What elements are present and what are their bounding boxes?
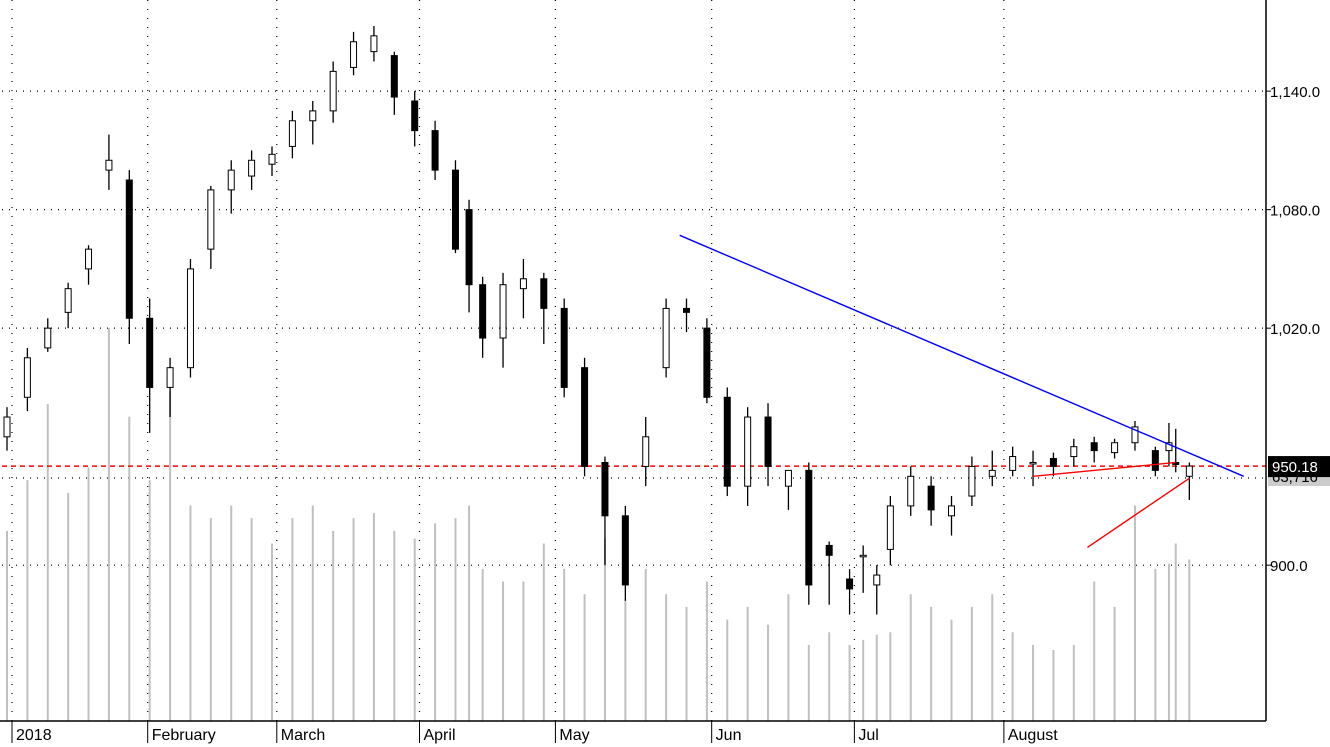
trendline [679,234,1244,477]
candle-down [540,278,548,309]
candle-down [431,130,439,171]
x-tick-label: 2018 [16,727,52,744]
volume-bars [6,328,1191,721]
candle-down [764,416,772,467]
candle-down [411,100,419,132]
last-price-label: 950.18 [1272,459,1318,476]
candlesticks [3,25,1193,615]
candle-up [309,110,317,122]
candle-up [988,469,996,477]
candle-up [288,120,296,147]
candle-down [703,327,711,398]
x-tick-label: March [281,727,325,744]
candle-up [859,554,867,558]
candle-up [642,436,650,467]
candle-up [186,268,194,369]
candle-down [560,307,568,388]
candle-up [1029,461,1037,465]
trendline [1032,461,1176,478]
x-tick-label: April [423,727,455,744]
y-tick-label: 1,020.0 [1270,321,1320,338]
x-axis-ticks: 2018 February March April May Jun Jul August [11,721,1058,744]
candle-up [85,248,93,270]
candle-up [1185,465,1193,477]
candle-up [1111,442,1119,454]
candle-up [268,153,276,165]
candle-down [125,179,133,319]
candle-down [805,469,813,586]
candle-down [1090,442,1098,452]
candle-up [1165,442,1173,452]
candle-down [601,461,609,517]
candle-up [166,367,174,388]
trendlines [679,234,1244,548]
y-axis-ticks: 900.0 1,020.0 1,080.0 1,140.0 [1266,84,1320,575]
candle-up [1070,446,1078,458]
candle-up [207,189,215,250]
candle-down [581,367,589,467]
candle-up [784,469,792,487]
candle-up [499,284,507,339]
candle-down [146,317,154,388]
candle-down [825,544,833,556]
x-tick-label: February [152,727,216,744]
candle-up [44,327,52,349]
candle-up [907,475,915,507]
candle-up [873,574,881,586]
candle-down [465,209,473,286]
candle-down [846,578,854,590]
candle-up [248,159,256,177]
candle-up [370,35,378,53]
candle-up [105,159,113,171]
candle-up [3,416,11,438]
candle-up [350,41,358,68]
candle-down [479,284,487,339]
candle-up [329,70,337,112]
candle-up [519,278,527,290]
trendline [1087,477,1190,548]
x-tick-label: Jul [858,727,878,744]
candle-up [948,505,956,517]
y-tick-label: 900.0 [1270,558,1308,575]
candle-down [723,396,731,487]
candle-down [927,485,935,511]
x-tick-label: Jun [716,727,742,744]
candle-down [1049,458,1057,467]
x-tick-label: August [1008,727,1058,744]
last-price-tag [1268,456,1330,478]
x-tick-label: May [559,727,589,744]
candle-down [621,515,629,586]
candle-down [683,307,690,313]
candle-down [1151,450,1159,471]
candle-up [886,505,894,550]
y-tick-label: 1,140.0 [1270,84,1320,101]
candle-down [390,55,398,98]
candle-up [1131,426,1139,444]
candle-up [227,169,235,191]
candle-up [744,416,752,487]
y-tick-label: 1,080.0 [1270,203,1320,220]
candle-up [1009,456,1017,471]
axes [0,0,1267,722]
candle-up [662,307,670,369]
candle-down [451,169,459,250]
candle-up [968,465,976,497]
candle-up [64,288,72,313]
candle-up [23,357,31,398]
